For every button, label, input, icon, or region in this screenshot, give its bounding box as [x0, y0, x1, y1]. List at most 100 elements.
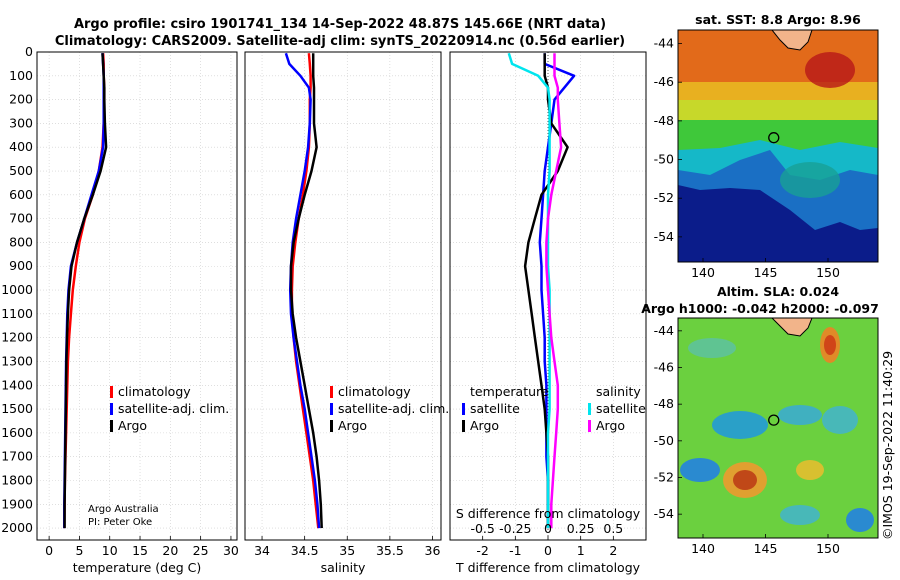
x-tick-label: 1	[577, 543, 585, 558]
y-tick-label: 1900	[1, 496, 33, 511]
map-y-tick-label: -54	[654, 506, 674, 521]
y-tick-label: 2000	[1, 520, 33, 535]
y-tick-label: 1300	[1, 353, 33, 368]
map-y-tick-label: -44	[654, 36, 674, 51]
x-tick-label: -1	[509, 543, 521, 558]
legend-label-s-satellite: satellite	[596, 401, 646, 416]
sla-map-title-line2: Argo h1000: -0.042 h2000: -0.097	[641, 301, 879, 316]
map-y-tick-label: -44	[654, 323, 674, 338]
depth-axis: 0 100 200 300 400 500 600 700 800 900 1000 1100 1200…	[1, 44, 33, 535]
sst-map-frame	[677, 29, 879, 263]
salinity-diff-tick-label: -0.5	[470, 521, 494, 536]
series-line-t-satellite	[538, 53, 576, 529]
x-tick-label: 20	[162, 543, 178, 558]
x-axis-label: salinity	[321, 560, 366, 575]
map-y-tick-label: -46	[654, 74, 674, 89]
map-x-tick-label: 145	[754, 265, 778, 280]
x-tick-label: 15	[132, 543, 148, 558]
x-tick-label: 30	[223, 543, 239, 558]
difference-legend: temperature satellite Argo salinity sate…	[462, 384, 646, 433]
y-tick-label: 1700	[1, 449, 33, 464]
sst-tasmania-land	[771, 30, 813, 51]
sla-high-3	[796, 460, 824, 480]
credit-line2: PI: Peter Oke	[88, 517, 152, 528]
map-x-tick-label: 140	[691, 265, 715, 280]
legend-label-satellite: satellite-adj. clim.	[338, 401, 449, 416]
imos-timestamp: ©IMOS 19-Sep-2022 11:40:29	[880, 351, 895, 540]
sla-tasmania-land	[771, 318, 813, 337]
sla-map-title-line1: Altim. SLA: 0.024	[717, 284, 839, 299]
x-tick-label: 34.5	[291, 543, 319, 558]
panel-frame	[449, 51, 647, 541]
sst-teal-eddy	[780, 162, 840, 198]
sst-argo-marker	[768, 132, 780, 144]
map-y-tick-label: -48	[654, 113, 674, 128]
y-tick-label: 400	[9, 139, 33, 154]
salinity-diff-tick-label: 0	[544, 521, 552, 536]
x-tick-label: 0	[45, 543, 53, 558]
sla-low-7	[780, 505, 820, 525]
figure-title-line2: Climatology: CARS2009. Satellite-adj cli…	[55, 34, 625, 49]
legend-swatch-satellite	[330, 403, 333, 415]
x-tick-label: 34	[254, 543, 270, 558]
sla-argo-marker	[768, 414, 780, 426]
sla-low-2	[712, 411, 768, 439]
sla-high-1-core	[824, 335, 836, 355]
legend-swatch-satellite	[110, 403, 113, 415]
y-tick-label: 1500	[1, 401, 33, 416]
sst-warm-core	[805, 52, 855, 88]
y-tick-label: 700	[9, 211, 33, 226]
sla-high-2-core	[733, 470, 757, 490]
y-tick-label: 500	[9, 163, 33, 178]
y-tick-label: 1400	[1, 377, 33, 392]
panel-frame	[244, 51, 442, 541]
series-line-s-satellite	[507, 52, 551, 529]
map-y-tick-label: -50	[654, 152, 674, 167]
map-x-tick-label: 150	[816, 265, 840, 280]
salinity-diff-ticks: -0.5 -0.25 0 0.25 0.5	[470, 521, 623, 536]
series-line-argo	[289, 53, 323, 529]
x-tick-label: 2	[609, 543, 617, 558]
temperature-panel: 0 5 10 15 20 25 30 temperature (deg C)	[36, 51, 239, 575]
y-tick-label: 0	[25, 44, 33, 59]
legend-swatch-climatology	[330, 386, 333, 398]
sla-low-6	[846, 508, 874, 532]
map-y-tick-label: -52	[654, 470, 674, 485]
sla-map: -44 -46 -48 -50 -52 -54 140 145 150	[654, 317, 879, 556]
legend-label-t-argo: Argo	[470, 418, 499, 433]
x-tick-label: 10	[102, 543, 118, 558]
salinity-legend: climatology satellite-adj. clim. Argo	[330, 384, 449, 433]
sla-low-5	[822, 406, 858, 434]
map-y-tick-label: -54	[654, 229, 674, 244]
credit-line1: Argo Australia	[88, 504, 159, 515]
x-tick-label: 25	[193, 543, 209, 558]
sla-low-4	[680, 458, 720, 482]
legend-label-s-argo: Argo	[596, 418, 625, 433]
x-tick-label: 0	[544, 543, 552, 558]
legend-label-t-satellite: satellite	[470, 401, 520, 416]
y-tick-label: 200	[9, 92, 33, 107]
legend-swatch-s-satellite	[588, 403, 591, 415]
salinity-diff-axis-label: S difference from climatology	[456, 506, 641, 521]
map-x-tick-label: 140	[691, 541, 715, 556]
salinity-diff-tick-label: 0.25	[567, 521, 595, 536]
legend-swatch-argo	[330, 420, 333, 432]
x-tick-label: 5	[75, 543, 83, 558]
legend-label-climatology: climatology	[338, 384, 411, 399]
x-tick-label: 35.5	[376, 543, 404, 558]
difference-panel: -2 -1 0 1 2 T difference from climatology	[449, 51, 647, 575]
legend-swatch-climatology	[110, 386, 113, 398]
y-tick-label: 1800	[1, 472, 33, 487]
legend-swatch-s-argo	[588, 420, 591, 432]
map-y-tick-label: -52	[654, 190, 674, 205]
panel-frame	[36, 51, 238, 541]
legend-label-argo: Argo	[338, 418, 367, 433]
legend-label-argo: Argo	[118, 418, 147, 433]
y-tick-label: 1200	[1, 330, 33, 345]
x-axis-label: temperature (deg C)	[73, 560, 202, 575]
legend-label-climatology: climatology	[118, 384, 191, 399]
y-tick-label: 1100	[1, 306, 33, 321]
sla-low-1	[688, 338, 736, 358]
y-tick-label: 600	[9, 187, 33, 202]
y-tick-label: 1600	[1, 425, 33, 440]
